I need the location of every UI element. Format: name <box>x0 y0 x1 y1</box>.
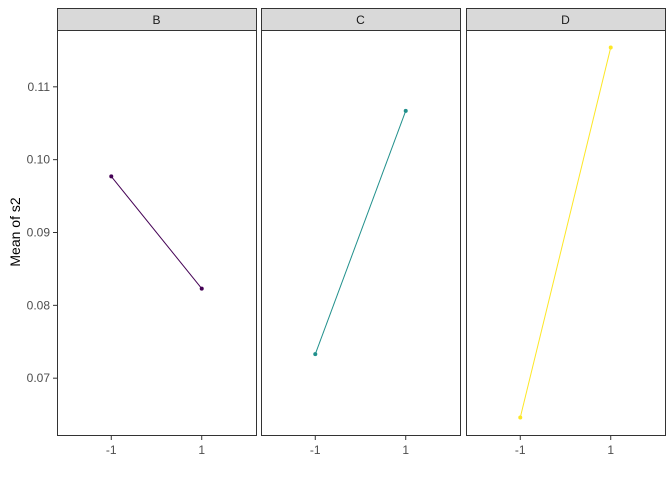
x-tick-label: -1 <box>106 443 117 457</box>
facet-strip-label: B <box>152 13 160 27</box>
facet-panels: B -1 1 C -1 1 D -1 1 <box>57 8 666 457</box>
y-tick-label: 0.07 <box>27 371 51 385</box>
data-point <box>518 415 523 420</box>
data-point <box>313 352 318 357</box>
panel-border <box>466 30 666 436</box>
y-tick-label: 0.09 <box>27 226 51 240</box>
x-tick-label: -1 <box>310 443 321 457</box>
y-axis: 0.07 0.08 0.09 0.10 0.11 <box>27 80 57 385</box>
x-tick-label: 1 <box>198 443 205 457</box>
y-axis-label: Mean of s2 <box>7 197 23 266</box>
series-line-D <box>519 47 612 418</box>
data-point <box>199 286 204 291</box>
facet-strip-label: C <box>356 13 365 27</box>
data-point <box>608 45 613 50</box>
y-tick-label: 0.08 <box>27 298 51 312</box>
x-tick-label: 1 <box>402 443 409 457</box>
data-point <box>403 108 408 113</box>
facet-panel-D: D -1 1 <box>466 8 666 457</box>
series-line-C <box>314 110 407 355</box>
facet-panel-C: C -1 1 <box>261 8 461 457</box>
y-tick-label: 0.10 <box>27 153 51 167</box>
y-tick-label: 0.11 <box>28 80 51 94</box>
facet-panel-B: B -1 1 <box>57 8 257 457</box>
series-line-B <box>110 176 203 289</box>
data-point <box>109 174 114 179</box>
panel-border <box>261 30 461 436</box>
x-tick-label: 1 <box>607 443 614 457</box>
facet-strip-label: D <box>561 13 570 27</box>
x-tick-label: -1 <box>515 443 526 457</box>
